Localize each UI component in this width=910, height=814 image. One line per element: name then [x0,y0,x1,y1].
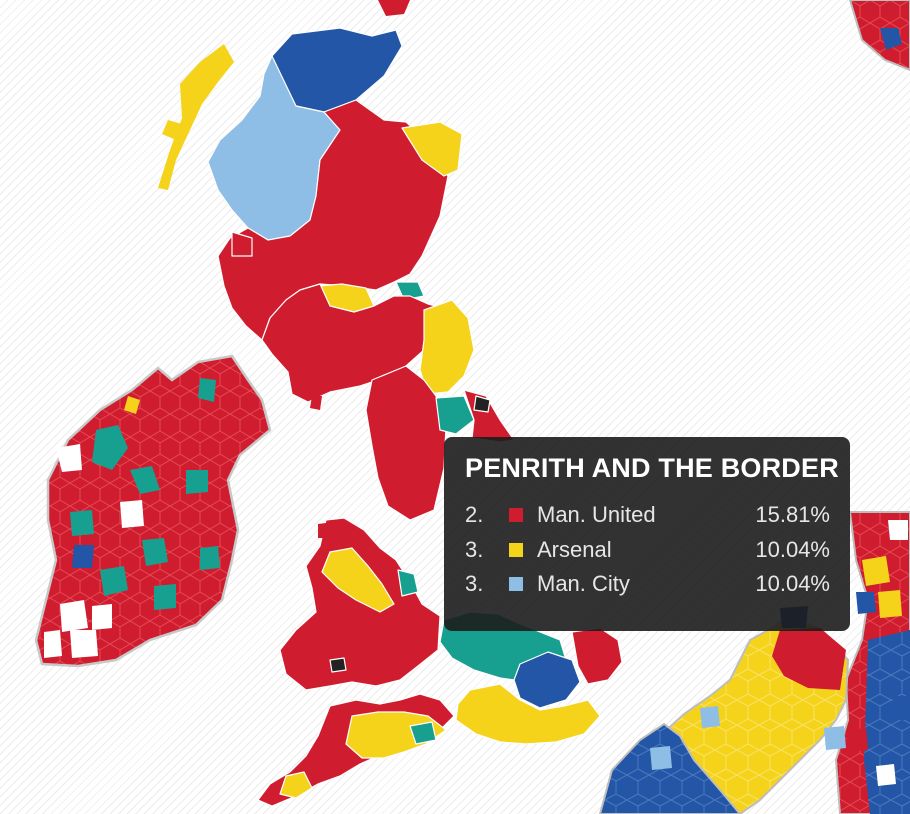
anglesey [318,522,336,538]
outer-hebrides [158,44,234,190]
tooltip-rank: 3. [465,536,484,562]
wales-teal [397,569,419,597]
tooltip-team: Arsenal [537,536,612,562]
tooltip-title: PENRITH AND THE BORDER [465,453,839,483]
isle-of-man [310,396,322,410]
southeast-red [571,627,623,685]
orkney [162,120,182,140]
devon-teal [409,721,437,745]
tooltip-rank: 2. [465,502,484,528]
london-blue [513,651,581,709]
shetland-fragment [378,0,410,16]
northwest-england [365,365,447,521]
tooltip-row: 2. Man. United 15.81% [465,498,830,533]
ireland [34,354,272,668]
team-color-swatch [509,542,523,557]
wales [279,517,441,691]
tooltip-team: Man. United [537,502,656,528]
west-dunbarton [231,231,253,257]
team-color-swatch [509,577,523,592]
tooltip-percent: 15.81% [755,502,830,528]
southeast-yellow [455,683,601,745]
tooltip-percent: 10.04% [755,536,830,562]
tooltip-row: 3. Arsenal 10.04% [465,533,830,568]
team-color-swatch [509,508,523,523]
scandinavia-edge [848,0,910,72]
tooltip-row: 3. Man. City 10.04% [465,567,830,602]
europe-mainland [598,511,910,814]
wales-yellow [321,547,395,613]
tooltip-team: Man. City [537,571,630,597]
yorkshire-teal [435,395,475,435]
cornwall-yellow [279,771,313,799]
constituency-tooltip: PENRITH AND THE BORDER 2. Man. United 15… [444,437,850,631]
aberdeenshire [401,121,463,177]
bristol-black [329,657,347,673]
tooltip-percent: 10.04% [755,571,830,597]
tooltip-rank: 3. [465,571,484,597]
northeast-england [419,299,475,395]
newcastle-black [473,395,491,413]
